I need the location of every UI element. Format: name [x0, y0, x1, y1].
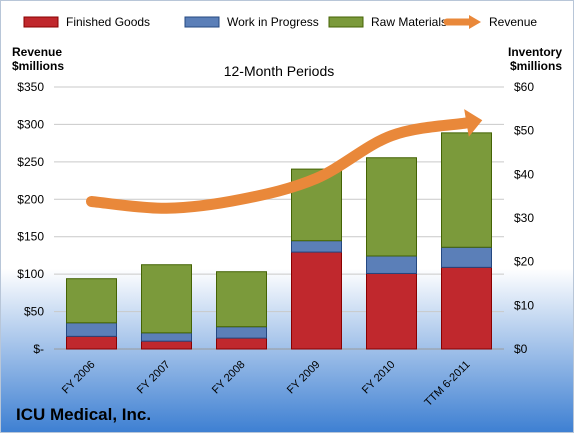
bar-finished-goods: [66, 335, 117, 350]
bar-work-in-progress: [441, 246, 492, 268]
bar-raw-materials: [441, 132, 492, 248]
bar-work-in-progress: [291, 240, 342, 253]
revenue-line: [86, 109, 483, 214]
right-tick-label: $0: [514, 342, 528, 356]
revenue-point: [165, 206, 169, 210]
left-tick-label: $-: [33, 342, 44, 356]
bar-finished-goods: [141, 340, 192, 350]
right-tick-label: $60: [514, 80, 534, 94]
legend-label-finished-goods: Finished Goods: [66, 15, 150, 29]
revenue-point: [240, 197, 244, 201]
bar-raw-materials: [216, 271, 267, 328]
revenue-point: [465, 121, 469, 125]
right-axis-label-line2: $millions: [510, 59, 562, 73]
bar-finished-goods: [216, 337, 267, 350]
left-axis-label-line2: $millions: [12, 59, 64, 73]
bar-raw-materials: [366, 157, 417, 257]
right-tick-label: $50: [514, 124, 534, 138]
left-tick-label: $50: [24, 305, 44, 319]
left-axis: $- $50 $100 $150 $200 $250 $300 $350: [17, 80, 44, 356]
legend-swatch-arrow: [469, 15, 481, 29]
legend-label-work-in-progress: Work in Progress: [227, 15, 319, 29]
bar-raw-materials: [66, 278, 117, 324]
legend-swatch-finished-goods: [23, 16, 59, 28]
right-tick-label: $30: [514, 211, 534, 225]
bar-finished-goods: [366, 272, 417, 350]
chart-title: 12-Month Periods: [224, 63, 335, 79]
legend-label-revenue: Revenue: [489, 15, 537, 29]
legend-label-raw-materials: Raw Materials: [371, 15, 447, 29]
legend: Finished Goods Work in Progress Raw Materi…: [23, 15, 537, 29]
revenue-arrowhead: [464, 109, 483, 137]
right-tick-label: $10: [514, 298, 534, 312]
left-tick-label: $100: [17, 267, 44, 281]
bar-finished-goods: [291, 251, 342, 350]
bar-raw-materials: [141, 264, 192, 334]
company-name: ICU Medical, Inc.: [16, 405, 151, 424]
right-axis-label-line1: Inventory: [508, 45, 562, 59]
revenue-point: [90, 200, 94, 204]
left-tick-label: $150: [17, 230, 44, 244]
bars: [66, 132, 492, 350]
bar-work-in-progress: [66, 322, 117, 337]
right-tick-label: $40: [514, 167, 534, 181]
bar-work-in-progress: [141, 332, 192, 342]
left-tick-label: $300: [17, 117, 44, 131]
legend-swatch-work-in-progress: [184, 16, 220, 28]
bar-work-in-progress: [216, 326, 267, 339]
left-axis-label-line1: Revenue: [12, 45, 62, 59]
revenue-point: [390, 134, 394, 138]
left-tick-label: $200: [17, 192, 44, 206]
bar-finished-goods: [441, 266, 492, 350]
revenue-line-path: [86, 117, 472, 214]
legend-swatch-raw-materials: [328, 16, 364, 28]
revenue-point: [315, 176, 319, 180]
left-tick-label: $350: [17, 80, 44, 94]
right-axis: $0 $10 $20 $30 $40 $50 $60: [514, 80, 534, 356]
left-tick-label: $250: [17, 155, 44, 169]
bar-work-in-progress: [366, 255, 417, 274]
right-tick-label: $20: [514, 255, 534, 269]
